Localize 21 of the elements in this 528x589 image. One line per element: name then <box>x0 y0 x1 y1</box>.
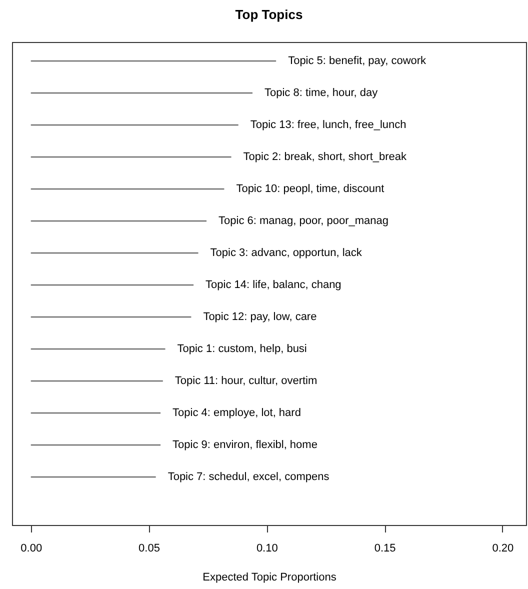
y-tick-label: Topic 13: free, lunch, free_lunch <box>250 119 406 131</box>
x-tick-label: 0.15 <box>374 542 396 554</box>
y-tick-label: Topic 8: time, hour, day <box>264 87 378 99</box>
y-tick-label: Topic 10: peopl, time, discount <box>236 183 384 195</box>
chart-title: Top Topics <box>235 7 303 22</box>
y-tick-label: Topic 7: schedul, excel, compens <box>168 471 330 483</box>
x-axis-title: Expected Topic Proportions <box>202 572 337 584</box>
y-tick-label: Topic 9: environ, flexibl, home <box>172 439 318 451</box>
x-tick-label: 0.00 <box>20 542 42 554</box>
y-tick-label: Topic 5: benefit, pay, cowork <box>288 55 427 67</box>
y-tick-label: Topic 6: manag, poor, poor_manag <box>218 215 389 227</box>
y-tick-label: Topic 2: break, short, short_break <box>243 151 408 163</box>
x-tick-label: 0.20 <box>492 542 514 554</box>
y-tick-label: Topic 1: custom, help, busi <box>177 343 307 355</box>
y-tick-label: Topic 14: life, balanc, chang <box>206 279 342 291</box>
y-tick-label: Topic 4: employe, lot, hard <box>172 407 301 419</box>
y-tick-label: Topic 3: advanc, opportun, lack <box>210 247 362 259</box>
x-tick-label: 0.05 <box>138 542 160 554</box>
x-tick-label: 0.10 <box>256 542 278 554</box>
y-tick-label: Topic 12: pay, low, care <box>203 311 317 323</box>
y-tick-label: Topic 11: hour, cultur, overtim <box>174 375 318 387</box>
